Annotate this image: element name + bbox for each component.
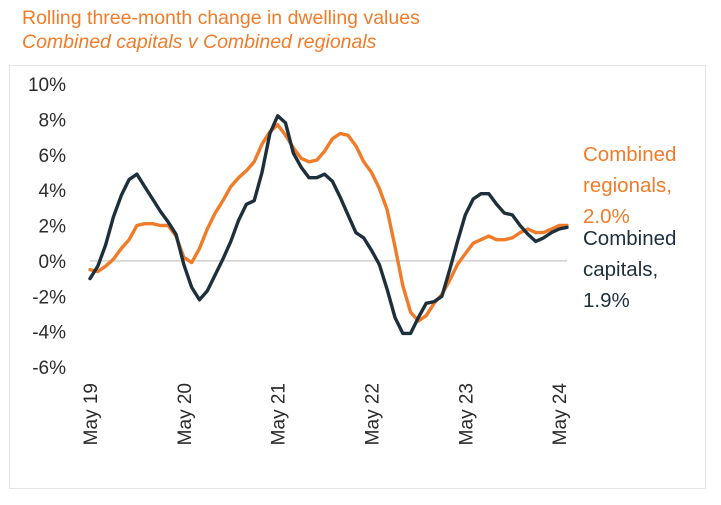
capitals-end-label: Combined capitals, 1.9% [583, 227, 676, 312]
y-tick-label: -4% [32, 323, 66, 344]
y-tick-label: 6% [39, 146, 67, 167]
chart-frame [9, 65, 706, 489]
chart-title: Rolling three-month change in dwelling v… [22, 7, 420, 29]
chart-subtitle: Combined capitals v Combined regionals [22, 31, 377, 53]
y-axis: 10% 8% 6% 4% 2% 0% -2% -4% -6% [28, 75, 66, 379]
y-tick-label: 0% [39, 252, 67, 273]
x-tick-label: May 22 [363, 383, 384, 445]
x-tick-label: May 23 [456, 383, 477, 445]
y-tick-label: 2% [39, 217, 67, 238]
regionals-end-label: Combined regionals, 2.0% [583, 143, 676, 228]
x-tick-label: May 20 [175, 383, 196, 445]
end-labels: Combined regionals, 2.0%Combined capitals, 1… [583, 143, 676, 312]
series-lines [88, 114, 569, 336]
y-tick-label: -6% [32, 358, 66, 379]
chart-title-block: Rolling three-month change in dwelling v… [22, 6, 420, 54]
y-tick-label: -2% [32, 287, 66, 308]
regionals-line [88, 123, 569, 323]
x-axis: May 19 May 20 May 21 May 22 May 23 May 24 [81, 383, 571, 446]
x-tick-label: May 21 [269, 383, 290, 445]
y-tick-label: 4% [39, 181, 67, 202]
x-tick-label: May 24 [550, 383, 571, 446]
x-tick-label: May 19 [81, 383, 102, 445]
y-tick-label: 10% [28, 75, 66, 96]
capitals-line [88, 114, 569, 336]
y-tick-label: 8% [39, 110, 67, 131]
